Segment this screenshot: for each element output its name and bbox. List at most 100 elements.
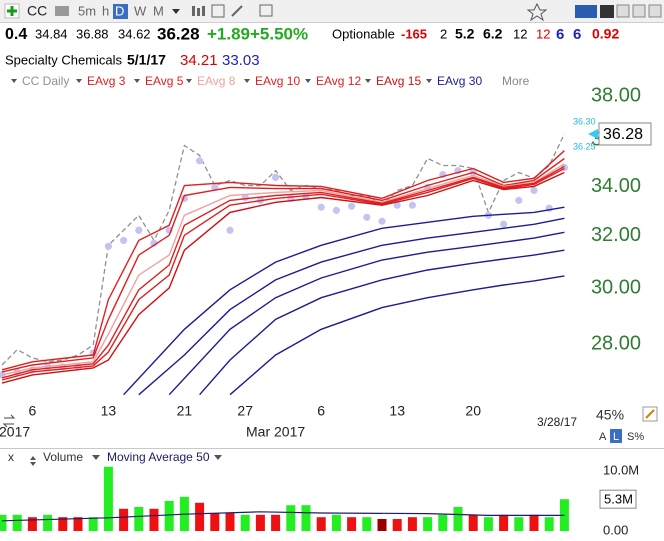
- moving-average: [1, 165, 565, 379]
- legend-entry[interactable]: EAvg 3: [87, 74, 126, 88]
- quote-field: 33.03: [222, 52, 260, 69]
- quote-field: 6: [556, 26, 564, 43]
- add-button[interactable]: [4, 3, 20, 19]
- legend-dropdown[interactable]: [134, 79, 140, 83]
- scale-button[interactable]: L: [613, 431, 619, 443]
- quote-field: -165: [401, 26, 427, 41]
- legend-entry[interactable]: CC Daily: [22, 74, 69, 88]
- indicator-dot: [530, 186, 538, 195]
- volume-bar: [423, 517, 433, 531]
- interval[interactable]: W: [134, 3, 147, 18]
- volume-bar: [331, 514, 341, 531]
- volume-bar: [43, 514, 53, 531]
- volume-bar: [103, 466, 113, 531]
- volume-bar: [377, 518, 387, 531]
- ma-label: Moving Average 50: [107, 450, 210, 464]
- volume-bar: [27, 517, 37, 531]
- moving-average: [1, 157, 565, 373]
- pencil-icon[interactable]: [642, 406, 658, 422]
- legend-dropdown[interactable]: [305, 79, 311, 83]
- x-tick-label: 21: [177, 403, 193, 419]
- quote-field: 6.2: [483, 26, 503, 42]
- volume-bar: [134, 506, 144, 531]
- last-price-pointer: [588, 128, 598, 139]
- symbol[interactable]: CC: [27, 3, 47, 19]
- legend-dropdown[interactable]: [365, 79, 371, 83]
- volume-bar: [362, 517, 372, 531]
- legend-dropdown[interactable]: [186, 79, 192, 83]
- moving-average: [123, 206, 565, 396]
- volume-tick-label: 0.00: [603, 522, 628, 537]
- indicator-dot: [363, 213, 371, 221]
- volume-bar: [529, 514, 539, 531]
- quote-field: 0.4: [5, 26, 27, 43]
- window-icons[interactable]: [526, 2, 662, 22]
- volume-bar: [88, 517, 98, 531]
- x-tick-label: 13: [389, 403, 405, 419]
- volume-bar: [164, 500, 174, 531]
- last-date-label: 3/28/17: [537, 415, 577, 429]
- indicator-dot: [317, 203, 325, 211]
- legend-entry[interactable]: EAvg 10: [255, 74, 300, 88]
- legend-dropdown[interactable]: [11, 79, 17, 83]
- quote-field: +1.89: [207, 24, 250, 43]
- x-tick-label: 20: [465, 403, 481, 419]
- interval[interactable]: M: [153, 3, 164, 18]
- interval[interactable]: 5m: [78, 3, 96, 18]
- indicator-dot: [515, 196, 523, 204]
- volume-bar: [73, 517, 83, 531]
- ask-tag: 36.30: [573, 116, 596, 126]
- interval-active: [113, 4, 128, 19]
- quote-field: 34.84: [35, 26, 68, 41]
- reorder-icon[interactable]: [30, 456, 36, 466]
- volume-bar: [255, 514, 265, 531]
- volume-bar: [301, 505, 311, 531]
- close-panel[interactable]: x: [8, 450, 14, 464]
- ma-dropdown[interactable]: [214, 455, 222, 460]
- legend-entry[interactable]: EAvg 5: [145, 74, 184, 88]
- quote-field: 5/1/17: [127, 52, 166, 68]
- volume-bar: [453, 506, 463, 531]
- quote-field: 34.62: [118, 26, 151, 41]
- quote-field: 5.2: [455, 26, 475, 42]
- volume-bar: [149, 508, 159, 531]
- indicator-dot: [135, 226, 143, 234]
- indicator-dot: [408, 201, 416, 209]
- legend-entry[interactable]: EAvg 8: [197, 74, 236, 88]
- volume-bar: [58, 517, 68, 531]
- quote-field: 34.21: [180, 52, 218, 69]
- bid-tag: 36.25: [573, 141, 596, 151]
- legend-dropdown[interactable]: [76, 79, 82, 83]
- link-icon[interactable]: [55, 6, 69, 16]
- volume-bar: [347, 517, 357, 531]
- moving-average: [1, 150, 565, 371]
- moving-average: [1, 167, 565, 381]
- scale-button[interactable]: A: [599, 431, 607, 443]
- indicator-dot: [378, 217, 386, 225]
- volume-bar: [240, 514, 250, 531]
- legend-more[interactable]: More: [502, 74, 530, 88]
- legend-entry[interactable]: EAvg 15: [376, 74, 421, 88]
- legend-dropdown[interactable]: [244, 79, 250, 83]
- x-tick-label: 6: [317, 403, 325, 419]
- scale-button[interactable]: S%: [627, 431, 644, 443]
- legend-entry[interactable]: EAvg 12: [316, 74, 361, 88]
- volume-bar: [286, 505, 296, 531]
- legend-entry[interactable]: EAvg 30: [437, 74, 482, 88]
- volume-average: [1, 511, 565, 522]
- indicator-dot: [332, 206, 340, 214]
- indicator-dot: [150, 239, 158, 247]
- zoom-label: 45%: [596, 407, 624, 423]
- indicator-dot: [272, 173, 280, 181]
- interval[interactable]: D: [115, 3, 124, 18]
- scroll-icon[interactable]: [2, 414, 16, 428]
- legend-dropdown[interactable]: [426, 79, 432, 83]
- volume-bar: [483, 517, 493, 531]
- moving-average: [1, 163, 565, 376]
- interval-dropdown[interactable]: [172, 9, 180, 14]
- volume-dropdown[interactable]: [92, 455, 100, 460]
- y-tick-label: 34.00: [591, 175, 641, 197]
- interval[interactable]: h: [102, 3, 109, 18]
- y-tick-label: 32.00: [591, 224, 641, 246]
